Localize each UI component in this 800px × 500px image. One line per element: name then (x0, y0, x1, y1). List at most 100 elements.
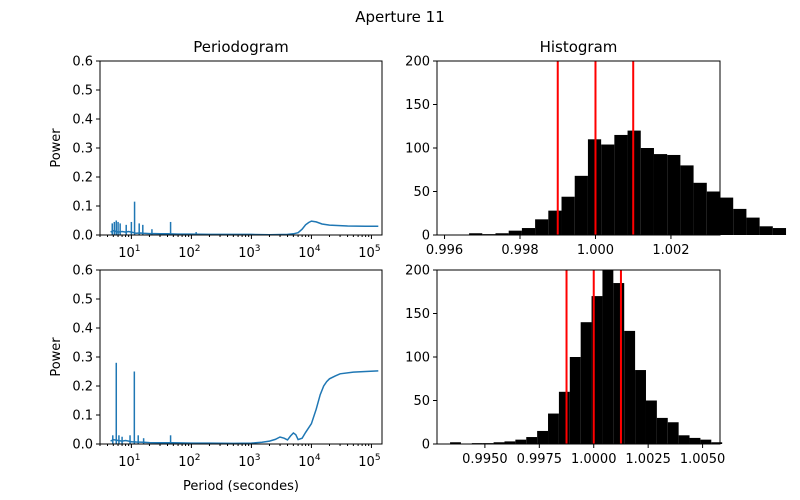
histogram-bar (689, 437, 701, 444)
histogram-bar (548, 210, 562, 235)
histogram-bar (772, 228, 787, 235)
histogram-bar (667, 154, 681, 235)
y-tick-label: 150 (405, 98, 430, 113)
histogram-bar (508, 230, 522, 235)
histogram-bar (640, 148, 654, 235)
histogram-bar (635, 370, 646, 444)
x-tick-label: 101 (118, 453, 140, 470)
histogram-bar (591, 296, 603, 444)
histogram-bar (561, 196, 575, 235)
subplot-title: Periodogram (193, 38, 288, 56)
histogram-bar (515, 439, 527, 444)
histogram-bar (624, 330, 636, 444)
histogram-bottom-axes: 0 50 100 150 200 0.9950 0.9975 1.0000 1.0025 1.00… (405, 264, 725, 468)
subplot-title: Histogram (540, 38, 618, 56)
y-tick-label: 0.0 (72, 229, 93, 244)
x-tick-label: 104 (298, 244, 321, 261)
x-tick-label: 0.9950 (462, 452, 508, 467)
periodogram-line (110, 220, 379, 236)
histogram-bar (537, 430, 549, 444)
y-tick-label: 0.6 (72, 55, 93, 70)
y-tick-label: 200 (405, 55, 430, 70)
histogram-bar (645, 400, 657, 444)
histogram-bar (569, 357, 581, 444)
periodogram-line (110, 370, 379, 445)
x-tick-label: 102 (178, 453, 200, 470)
y-tick-label: 150 (405, 307, 430, 322)
x-tick-label: 1.000 (577, 243, 614, 258)
histogram-bar (558, 391, 570, 444)
x-tick-label: 101 (118, 244, 140, 261)
histogram-bar (733, 208, 747, 235)
y-axis-label: Power (49, 128, 64, 168)
periodogram-bottom-axes: 0.0 0.1 0.2 0.3 0.4 0.5 0.6 101 102 103 104 105 Powe… (49, 264, 383, 494)
periodogram-top-axes: 0.0 0.1 0.2 0.3 0.4 0.5 0.6 101 102 103 104 105 Peri… (49, 38, 383, 261)
y-tick-label: 100 (405, 142, 430, 157)
x-tick-label: 103 (238, 453, 260, 470)
x-tick-label: 0.996 (426, 243, 463, 258)
histogram-bar (469, 233, 483, 235)
y-tick-label: 0.3 (72, 351, 93, 366)
histogram-bar (720, 197, 734, 235)
histogram-bar (613, 283, 625, 444)
y-tick-label: 100 (405, 351, 430, 366)
y-tick-label: 0.4 (72, 113, 93, 128)
y-tick-label: 0.6 (72, 264, 93, 279)
histogram-bar (746, 217, 760, 235)
histogram-top-axes: 0 50 100 150 200 0.996 0.998 1.000 1.002 Histogra… (405, 38, 787, 258)
x-tick-label: 1.0050 (680, 452, 726, 467)
histogram-bar (493, 442, 505, 444)
y-tick-label: 0 (422, 438, 430, 453)
y-tick-label: 0.0 (72, 438, 93, 453)
axes-frame (99, 60, 383, 236)
histogram-bar (602, 270, 614, 444)
histogram-bar (700, 439, 712, 444)
histogram-bar (535, 219, 549, 235)
y-tick-label: 0.3 (72, 142, 93, 157)
y-axis-label: Power (49, 337, 64, 377)
histogram-bar (656, 417, 668, 444)
histogram-bar (521, 228, 536, 235)
y-tick-label: 50 (413, 394, 430, 409)
histogram-bar (526, 437, 538, 444)
histogram-bar (580, 322, 592, 444)
y-tick-label: 0.5 (72, 84, 93, 99)
histogram-bar (693, 182, 707, 235)
x-tick-label: 1.002 (652, 243, 689, 258)
x-tick-label: 103 (238, 244, 260, 261)
y-tick-label: 0 (422, 229, 430, 244)
x-tick-label: 102 (178, 244, 200, 261)
histogram-bar (574, 175, 588, 235)
x-tick-label: 104 (298, 453, 321, 470)
histogram-bar (504, 441, 516, 444)
x-tick-label: 1.0025 (625, 452, 671, 467)
histogram-bar (495, 233, 509, 235)
y-tick-label: 0.2 (72, 380, 93, 395)
figure-suptitle: Aperture 11 (355, 8, 445, 26)
histogram-bar (706, 191, 720, 235)
histogram-bar (678, 435, 690, 444)
histogram-bar (614, 134, 628, 235)
x-tick-label: 0.9975 (517, 452, 563, 467)
histogram-bar (653, 154, 668, 235)
x-tick-label: 0.998 (501, 243, 538, 258)
x-tick-label: 105 (358, 453, 380, 470)
histogram-bar (680, 165, 694, 235)
y-tick-label: 0.1 (72, 200, 93, 215)
histogram-bar (548, 413, 559, 444)
x-tick-label: 1.0000 (571, 452, 617, 467)
histogram-bar (450, 442, 461, 444)
histogram-bar (601, 144, 615, 235)
y-tick-label: 200 (405, 264, 430, 279)
histogram-bar (711, 442, 723, 444)
axes-frame (99, 269, 383, 445)
y-tick-label: 0.5 (72, 293, 93, 308)
histogram-bar (667, 422, 679, 444)
x-tick-label: 105 (358, 244, 380, 261)
y-tick-label: 0.4 (72, 322, 93, 337)
histogram-bar (759, 226, 773, 235)
y-tick-label: 50 (413, 185, 430, 200)
y-tick-label: 0.2 (72, 171, 93, 186)
x-axis-label: Period (secondes) (183, 479, 299, 494)
